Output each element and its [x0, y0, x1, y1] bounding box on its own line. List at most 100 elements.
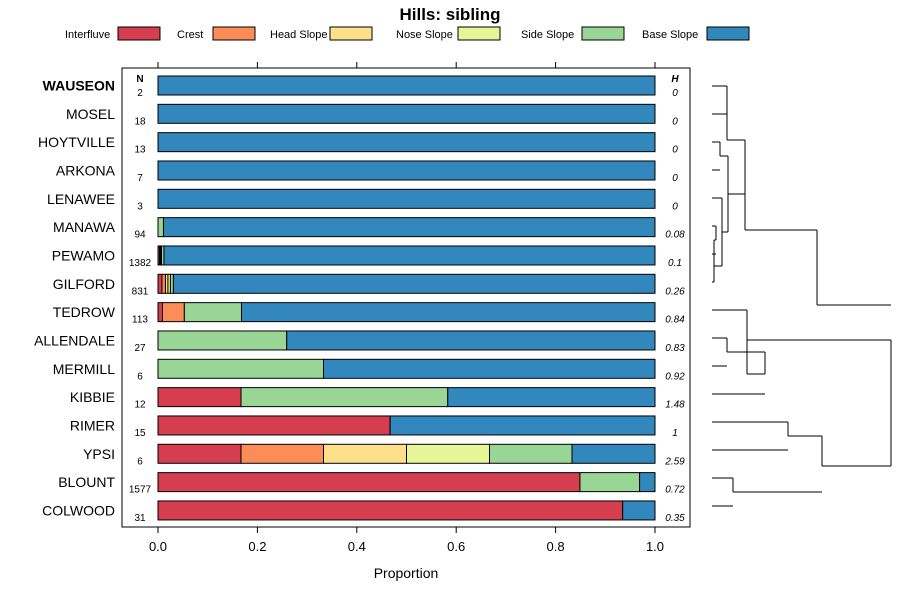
x-axis: 0.0 0.2 0.4 0.6 0.8 1.0: [149, 62, 664, 554]
bar-segment-9-5: [286, 330, 656, 351]
h-value-13: 2.59: [664, 456, 685, 467]
bar-segment-8-0: [157, 302, 163, 323]
dendrogram: [712, 85, 892, 507]
n-value-7: 831: [132, 286, 149, 297]
legend-label-3: Nose Slope: [396, 29, 453, 41]
n-value-9: 27: [134, 343, 146, 354]
bar-segment-7-0: [157, 273, 163, 294]
plot-frame: [121, 67, 691, 528]
h-value-4: 0: [672, 201, 678, 212]
x-tick-label-0: 0.0: [149, 539, 167, 554]
bar-segment-0-5: [157, 75, 656, 96]
h-value-15: 0.35: [665, 513, 685, 524]
bar-segment-8-4: [183, 302, 242, 323]
bar-segment-14-5: [639, 472, 656, 493]
row-label-3: ARKONA: [56, 162, 116, 178]
n-value-11: 12: [134, 400, 146, 411]
h-value-11: 1.48: [665, 400, 685, 411]
x-axis-label: Proportion: [374, 565, 439, 581]
h-value-0: 0: [672, 88, 678, 99]
chart-title: Hills: sibling: [399, 5, 500, 24]
row-label-5: MANAWA: [53, 219, 116, 235]
n-value-4: 3: [137, 201, 143, 212]
bar-segment-14-0: [157, 472, 581, 493]
n-value-8: 113: [132, 315, 148, 326]
legend-swatch-2: [329, 26, 373, 41]
legend: Interfluve Crest Head Slope Nose Slope Side …: [65, 26, 750, 41]
row-label-13: YPSI: [83, 446, 115, 462]
row-label-0: WAUSEON: [43, 78, 115, 94]
bar-segment-6-5: [163, 245, 656, 266]
legend-label-1: Crest: [177, 29, 203, 41]
n-value-6: 1382: [129, 258, 152, 269]
n-value-10: 6: [137, 371, 143, 382]
h-value-12: 1: [672, 428, 678, 439]
h-value-3: 0: [672, 173, 678, 184]
legend-label-2: Head Slope: [270, 29, 328, 41]
bar-segment-13-0: [157, 443, 242, 464]
bar-segment-13-3: [406, 443, 490, 464]
row-label-8: TEDROW: [53, 304, 116, 320]
h-values: 0 0 0 0 0 0.08 0.1 0.26 0.84 0.83 0.92 1.48 1 2.59 0.7…: [664, 88, 685, 524]
n-value-1: 18: [134, 116, 146, 127]
n-value-14: 1577: [129, 485, 152, 496]
h-value-6: 0.1: [668, 258, 682, 269]
row-label-15: COLWOOD: [42, 502, 115, 518]
bar-segment-1-5: [157, 103, 656, 124]
bar-segment-2-5: [157, 132, 656, 153]
bar-segment-8-5: [240, 302, 656, 323]
row-label-10: MERMILL: [53, 361, 115, 377]
legend-swatch-4: [581, 26, 625, 41]
x-tick-label-3: 0.6: [447, 539, 465, 554]
bar-segment-7-5: [172, 273, 656, 294]
h-value-5: 0.08: [665, 230, 685, 241]
legend-swatch-1: [212, 26, 256, 41]
bar-segment-13-1: [240, 443, 325, 464]
h-column-header: H: [671, 74, 679, 85]
h-value-10: 0.92: [665, 371, 685, 382]
h-value-7: 0.26: [665, 286, 685, 297]
row-label-1: MOSEL: [66, 106, 115, 122]
n-value-5: 94: [134, 230, 146, 241]
row-labels: WAUSEON MOSEL HOYTVILLE ARKONA LENAWEE MANAWA…: [34, 78, 116, 519]
bar-segment-5-5: [162, 217, 656, 238]
bar-segment-15-5: [622, 500, 656, 521]
n-value-15: 31: [134, 513, 146, 524]
bar-segment-15-0: [157, 500, 624, 521]
x-tick-label-4: 0.8: [547, 539, 565, 554]
x-tick-label-2: 0.4: [348, 539, 366, 554]
n-value-2: 13: [134, 145, 146, 156]
bar-segment-11-4: [240, 387, 449, 408]
row-label-11: KIBBIE: [70, 389, 115, 405]
bar-segment-3-5: [157, 160, 656, 181]
bar-segment-13-2: [323, 443, 408, 464]
legend-label-5: Base Slope: [642, 29, 698, 41]
n-value-12: 15: [134, 428, 146, 439]
n-value-13: 6: [137, 456, 143, 467]
legend-swatch-0: [117, 26, 161, 41]
n-value-3: 7: [137, 173, 143, 184]
bar-segment-14-4: [579, 472, 641, 493]
row-label-6: PEWAMO: [52, 247, 115, 263]
legend-label-0: Interfluve: [65, 29, 110, 41]
h-value-1: 0: [672, 116, 678, 127]
bar-segment-11-0: [157, 387, 242, 408]
legend-swatch-5: [706, 26, 750, 41]
row-label-2: HOYTVILLE: [38, 134, 115, 150]
h-value-8: 0.84: [665, 315, 685, 326]
bar-segment-13-4: [488, 443, 573, 464]
h-value-14: 0.72: [665, 485, 685, 496]
bar-segment-12-0: [157, 415, 391, 436]
x-tick-label-5: 1.0: [646, 539, 664, 554]
n-values: 2 18 13 7 3 94 1382 831 113 27 6 12 15 6 1577 31: [129, 88, 152, 524]
bar-segment-4-5: [157, 188, 656, 209]
row-label-4: LENAWEE: [47, 191, 115, 207]
row-label-7: GILFORD: [53, 276, 115, 292]
bar-segment-10-4: [157, 358, 325, 379]
bar-segment-10-5: [323, 358, 656, 379]
bar-segment-13-5: [571, 443, 656, 464]
bar-segment-12-5: [389, 415, 656, 436]
n-value-0: 2: [137, 88, 143, 99]
